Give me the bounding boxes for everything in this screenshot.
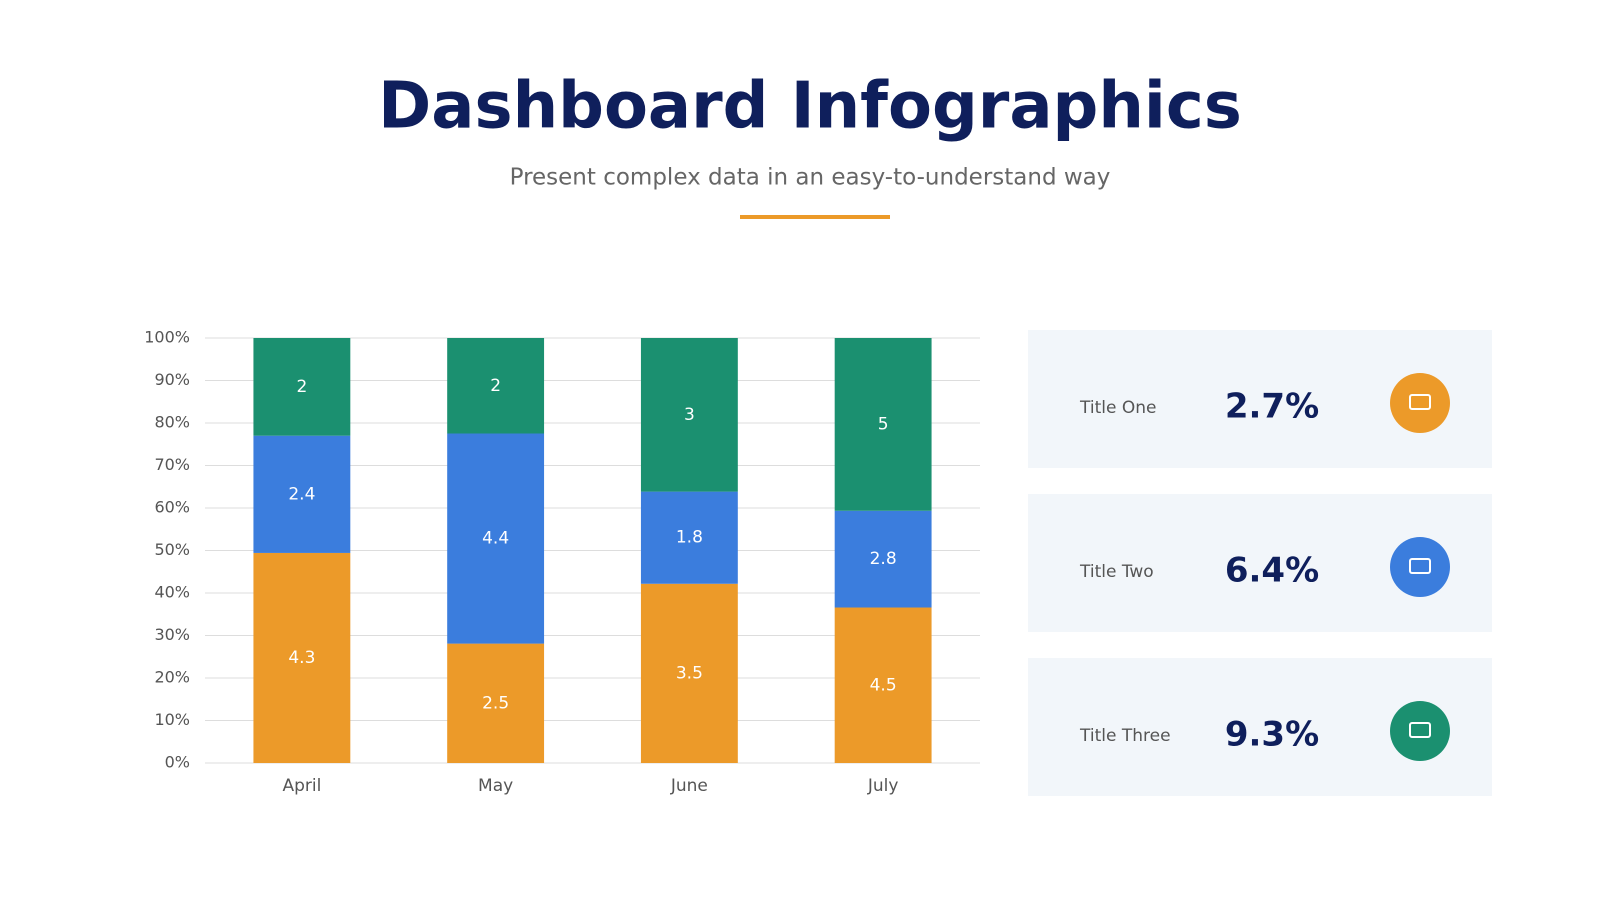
card-icon [1390,701,1450,761]
y-tick-label: 50% [154,540,190,559]
data-label: 3.5 [676,663,703,683]
y-tick-label: 40% [154,583,190,602]
subtitle: Present complex data in an easy-to-under… [510,165,1111,191]
y-tick-label: 80% [154,413,190,432]
data-label: 2.5 [482,693,509,713]
data-label: 1.8 [676,528,703,548]
x-tick-label: June [670,776,708,796]
bar-segment [447,338,545,434]
bar-segment [253,338,351,436]
data-label: 5 [878,414,889,434]
bar-segment [834,510,932,608]
icon-glyph [1409,722,1431,738]
bar-segment [447,643,545,763]
card-icon [1390,537,1450,597]
card-title: Title One [1079,398,1156,418]
y-tick-label: 90% [154,370,190,389]
y-tick-label: 10% [154,710,190,729]
data-label: 4.4 [482,529,509,549]
card-value: 2.7% [1225,387,1319,427]
data-label: 2.8 [870,549,897,569]
y-tick-label: 100% [144,328,190,347]
card-icon [1390,373,1450,433]
bar-segment [253,552,351,763]
data-label: 4.3 [288,648,315,668]
bar-segment [640,338,738,492]
bar-segment [253,435,351,553]
y-tick-label: 30% [154,625,190,644]
y-tick-label: 70% [154,455,190,474]
x-tick-label: April [282,776,321,796]
bar-segment [834,338,932,511]
card-title: Title Two [1079,562,1154,582]
cards: Title One 2.7% Title Two 6.4% Title Three 9.3… [1028,330,1492,796]
card-value: 9.3% [1225,715,1319,755]
card-value: 6.4% [1225,551,1319,591]
icon-glyph [1409,394,1431,410]
y-tick-label: 20% [154,668,190,687]
bar-segment [640,583,738,763]
icon-glyph [1409,558,1431,574]
x-tick-label: May [478,776,513,796]
data-label: 3 [684,405,695,425]
title: Dashboard Infographics [378,70,1242,144]
data-label: 2.4 [288,484,315,504]
bar-segment [834,607,932,763]
bar-segment [447,433,545,644]
data-label: 2 [296,377,307,397]
x-tick-label: July [867,776,899,796]
card-title: Title Three [1079,726,1171,746]
data-label: 4.5 [870,675,897,695]
bar-segment [640,491,738,584]
y-tick-label: 60% [154,498,190,517]
y-tick-label: 0% [165,753,190,772]
divider [740,215,890,219]
data-label: 2 [490,376,501,396]
